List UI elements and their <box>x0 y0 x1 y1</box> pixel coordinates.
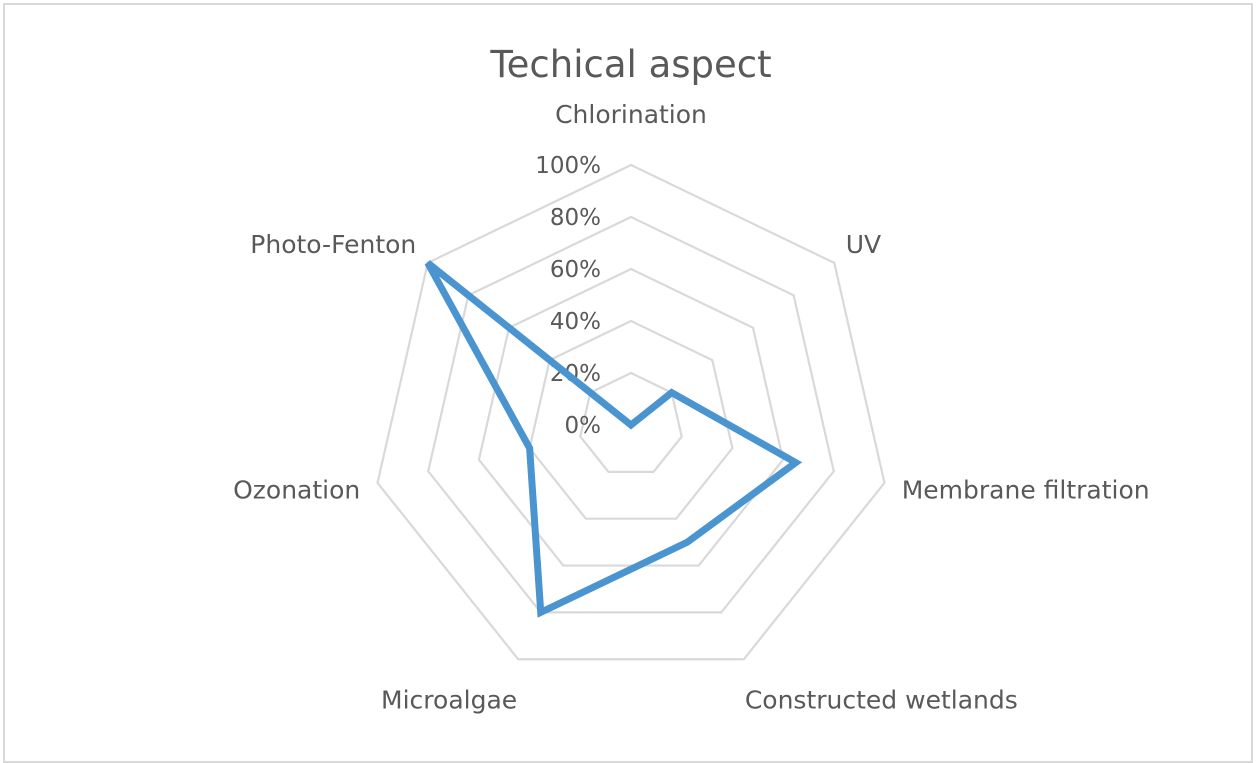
category-label: Constructed wetlands <box>745 685 1018 714</box>
category-label: UV <box>846 230 881 259</box>
category-label: Microalgae <box>381 685 517 714</box>
radar-grid <box>378 165 885 659</box>
grid-ring <box>479 269 783 566</box>
category-label: Photo-Fenton <box>250 230 416 259</box>
category-label: Ozonation <box>233 476 360 505</box>
axis-tick-label: 40% <box>550 309 601 335</box>
axis-tick-label: 0% <box>565 413 602 439</box>
axis-tick-label: 60% <box>550 257 601 283</box>
axis-tick-label: 80% <box>550 205 601 231</box>
axis-tick-label: 100% <box>535 153 601 179</box>
grid-ring <box>378 165 885 659</box>
grid-ring <box>530 321 733 519</box>
category-label: Membrane filtration <box>902 476 1150 505</box>
category-label: Chlorination <box>555 100 707 129</box>
chart-title: Techical aspect <box>489 43 771 86</box>
